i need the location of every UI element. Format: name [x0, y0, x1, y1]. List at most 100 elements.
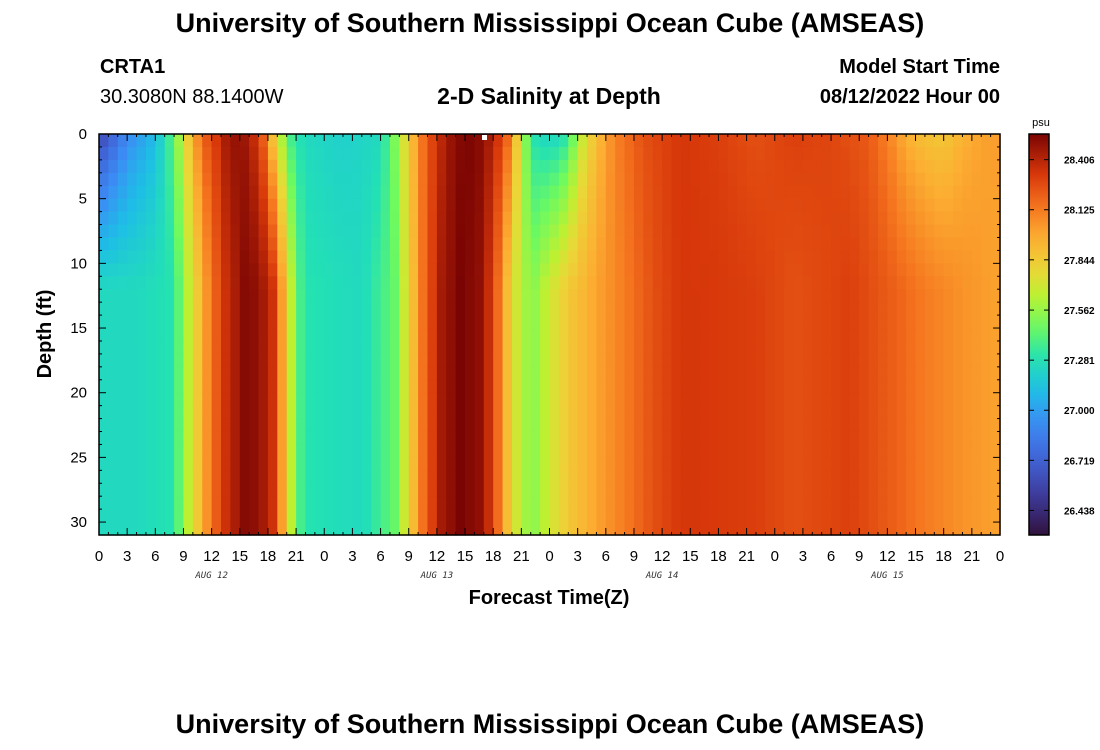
heatmap-cell — [136, 172, 147, 187]
heatmap-cell — [511, 276, 522, 290]
heatmap-cell — [530, 353, 541, 368]
heatmap-cell — [127, 483, 138, 497]
heatmap-cell — [680, 444, 691, 458]
heatmap-cell — [418, 496, 429, 510]
heatmap-cell — [896, 159, 907, 174]
heatmap-cell — [690, 496, 701, 510]
heatmap-cell — [117, 289, 128, 303]
heatmap-cell — [511, 379, 522, 394]
heatmap-cell — [230, 405, 241, 420]
heatmap-cell — [718, 392, 729, 407]
heatmap-cell — [324, 418, 335, 433]
heatmap-cell — [887, 172, 898, 187]
heatmap-cell — [718, 198, 729, 213]
heatmap-cell — [333, 392, 344, 407]
heatmap-cell — [633, 159, 644, 174]
heatmap-cell — [239, 431, 250, 446]
heatmap-cell — [577, 315, 588, 329]
heatmap-cell — [568, 328, 579, 342]
heatmap-cell — [765, 198, 776, 213]
heatmap-cell — [746, 496, 757, 510]
heatmap-cell — [99, 418, 109, 433]
heatmap-cell — [389, 444, 400, 458]
heatmap-cell — [812, 340, 823, 355]
heatmap-cell — [117, 444, 128, 458]
heatmap-cell — [727, 159, 738, 174]
heatmap-cell — [389, 457, 400, 471]
heatmap-cell — [887, 224, 898, 239]
heatmap-cell — [746, 418, 757, 433]
heatmap-cell — [436, 237, 447, 252]
heatmap-cell — [924, 431, 935, 446]
heatmap-cell — [662, 509, 673, 523]
heatmap-cell — [887, 250, 898, 264]
heatmap-cell — [587, 315, 598, 329]
heatmap-cell — [962, 134, 973, 148]
heatmap-cell — [352, 328, 363, 342]
heatmap-cell — [239, 159, 250, 174]
heatmap-cell — [690, 340, 701, 355]
heatmap-cell — [174, 444, 185, 458]
heatmap-cell — [784, 470, 795, 484]
surface-marker — [482, 135, 487, 140]
heatmap-cell — [633, 444, 644, 458]
heatmap-cell — [239, 237, 250, 252]
heatmap-cell — [699, 405, 710, 420]
heatmap-cell — [511, 457, 522, 471]
heatmap-cell — [258, 315, 269, 329]
heatmap-cell — [953, 250, 964, 264]
heatmap-cell — [202, 237, 213, 252]
heatmap-cell — [436, 509, 447, 523]
heatmap-cell — [164, 185, 175, 200]
heatmap-cell — [352, 250, 363, 264]
x-tick-label: 18 — [935, 548, 952, 565]
heatmap-cell — [558, 159, 569, 174]
heatmap-cell — [324, 340, 335, 355]
heatmap-cell — [343, 522, 354, 536]
heatmap-cell — [483, 146, 494, 161]
heatmap-cell — [99, 146, 109, 161]
heatmap-cell — [662, 146, 673, 161]
heatmap-cell — [709, 405, 720, 420]
heatmap-cell — [624, 185, 635, 200]
heatmap-cell — [530, 340, 541, 355]
heatmap-cell — [305, 431, 316, 446]
heatmap-cell — [737, 185, 748, 200]
heatmap-cell — [361, 328, 372, 342]
heatmap-cell — [831, 353, 842, 368]
heatmap-cell — [164, 483, 175, 497]
heatmap-cell — [371, 302, 382, 316]
heatmap-cell — [380, 470, 391, 484]
heatmap-cell — [136, 250, 147, 264]
heatmap-cell — [314, 483, 325, 497]
heatmap-cell — [690, 457, 701, 471]
heatmap-cell — [793, 366, 804, 381]
heatmap-cell — [446, 289, 457, 303]
heatmap-cell — [314, 289, 325, 303]
heatmap-cell — [446, 211, 457, 226]
heatmap-cell — [436, 159, 447, 174]
heatmap-cell — [859, 418, 870, 433]
heatmap-cell — [493, 315, 504, 329]
heatmap-cell — [699, 185, 710, 200]
heatmap-cell — [849, 431, 860, 446]
heatmap-cell — [305, 146, 316, 161]
heatmap-cell — [155, 134, 166, 148]
heatmap-cell — [202, 366, 213, 381]
heatmap-cell — [915, 211, 926, 226]
heatmap-cell — [906, 289, 917, 303]
heatmap-cell — [99, 496, 109, 510]
heatmap-cell — [211, 470, 222, 484]
heatmap-cell — [117, 159, 128, 174]
heatmap-cell — [802, 289, 813, 303]
heatmap-cell — [127, 418, 138, 433]
heatmap-cell — [971, 159, 982, 174]
heatmap-cell — [333, 496, 344, 510]
heatmap-cell — [605, 509, 616, 523]
heatmap-cell — [831, 470, 842, 484]
heatmap-cell — [549, 159, 560, 174]
heatmap-cell — [962, 159, 973, 174]
heatmap-cell — [624, 483, 635, 497]
heatmap-cell — [774, 405, 785, 420]
heatmap-cell — [352, 522, 363, 536]
